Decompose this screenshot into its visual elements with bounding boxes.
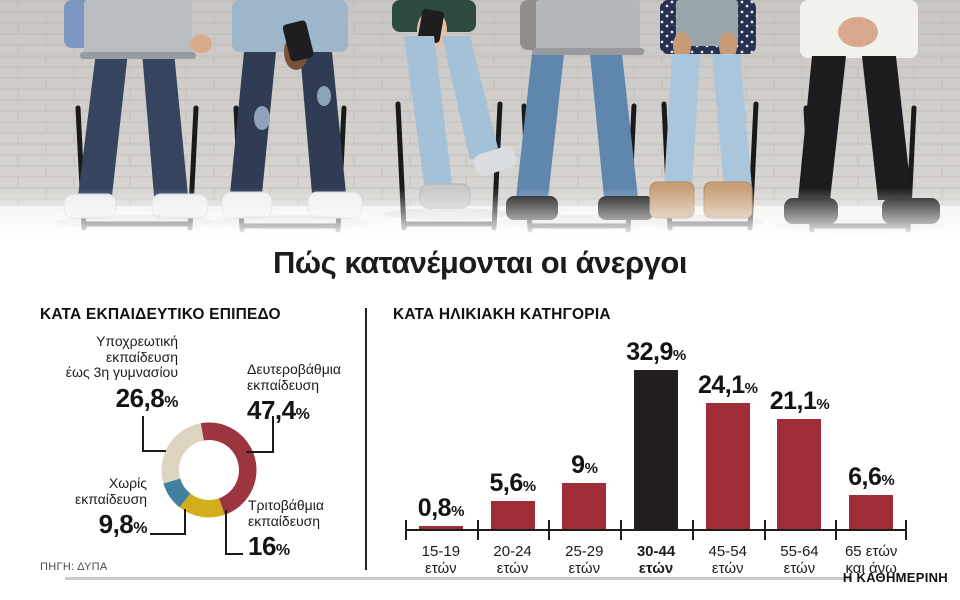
bar-slot: 0,8% — [405, 338, 477, 530]
age-bar-chart: 0,8% 5,6% 9% 32,9% 24,1% 21,1% 6,6% — [405, 338, 907, 530]
x-axis-labels: 15-19 ετών 20-24 ετών 25-29 ετών 30-44 ετών 45-5… — [405, 543, 907, 577]
bar — [634, 370, 679, 530]
callout-line — [150, 509, 186, 535]
bar-value-label: 24,1% — [697, 371, 758, 400]
donut-slice — [179, 493, 225, 518]
bar-value-label: 0,8% — [417, 493, 465, 522]
slice-value: 9,8% — [98, 509, 148, 539]
bar-category-label: 15-19 ετών — [421, 543, 461, 577]
bar-slot: 32,9% — [620, 338, 692, 530]
axis-tick — [835, 520, 838, 540]
bar-slot: 9% — [548, 338, 620, 530]
axis-tick — [548, 520, 551, 540]
slice-label: Χωρίς εκπαίδευση — [74, 475, 147, 507]
bar-category-label: 25-29 ετών — [565, 543, 604, 577]
donut-label-compulsory-education: Υποχρεωτική εκπαίδευση έως 3η γυμνασίου … — [65, 333, 179, 414]
axis-tick — [691, 520, 694, 540]
bar-value-label: 5,6% — [489, 468, 537, 497]
footer-rule — [65, 577, 852, 580]
bar-slot: 6,6% — [835, 338, 907, 530]
donut-label-secondary-education: Δευτεροβάθμια εκπαίδευση 47,4% — [247, 361, 341, 426]
slice-value: 26,8% — [115, 382, 179, 413]
bar — [849, 495, 894, 530]
slice-label: Τριτοβάθμια εκπαίδευση — [248, 497, 324, 529]
bar-category-label: 55-64 ετών — [780, 543, 819, 577]
slice-value: 16% — [248, 531, 290, 561]
page-title: Πώς κατανέμονται οι άνεργοι — [273, 245, 687, 280]
donut-slice — [163, 478, 191, 508]
newspaper-logo: Η ΚΑΘΗΜΕΡΙΝΗ — [842, 570, 948, 585]
donut-slice — [161, 423, 204, 484]
axis-tick — [476, 520, 479, 540]
bar — [418, 525, 463, 530]
bar-slot: 21,1% — [764, 338, 836, 530]
bar-slot: 24,1% — [692, 338, 764, 530]
bar-category-label: 45-54 ετών — [708, 543, 747, 577]
bar-value-label: 32,9% — [626, 338, 686, 366]
donut-label-tertiary-education: Τριτοβάθμια εκπαίδευση 16% — [248, 497, 324, 562]
photo-illustration — [0, 0, 960, 240]
education-section-header: ΚΑΤΑ ΕΚΠΑΙΔΕΥΤΙΚΟ ΕΠΙΠΕΔΟ — [40, 306, 281, 323]
callout-line — [225, 510, 243, 555]
callout-line — [142, 416, 166, 452]
slice-label: Δευτεροβάθμια εκπαίδευση — [247, 361, 341, 393]
source-note: ΠΗΓΗ: ΔΥΠΑ — [40, 561, 108, 573]
age-section-header: ΚΑΤΑ ΗΛΙΚΙΑΚΗ ΚΑΤΗΓΟΡΙΑ — [393, 306, 611, 323]
bar-category-label: 20-24 ετών — [493, 543, 532, 577]
bar-slot: 5,6% — [477, 338, 549, 530]
axis-tick — [763, 520, 766, 540]
slice-value: 47,4% — [247, 395, 310, 425]
donut-label-no-education: Χωρίς εκπαίδευση 9,8% — [74, 475, 148, 540]
bar — [705, 403, 750, 530]
x-axis — [405, 529, 907, 531]
bar-value-label: 6,6% — [848, 463, 895, 492]
axis-tick — [905, 520, 907, 540]
bar-value-label: 9% — [571, 450, 598, 479]
axis-tick — [405, 520, 407, 540]
bar — [490, 500, 535, 530]
bar — [777, 419, 822, 530]
slice-label: Υποχρεωτική εκπαίδευση έως 3η γυμνασίου — [65, 333, 178, 380]
bar — [562, 482, 607, 530]
bar-category-label: 30-44 ετών — [636, 543, 676, 577]
bar-value-label: 21,1% — [769, 387, 830, 415]
axis-tick — [620, 520, 623, 540]
bar-category-label: 65 ετών και άνω — [844, 543, 898, 577]
